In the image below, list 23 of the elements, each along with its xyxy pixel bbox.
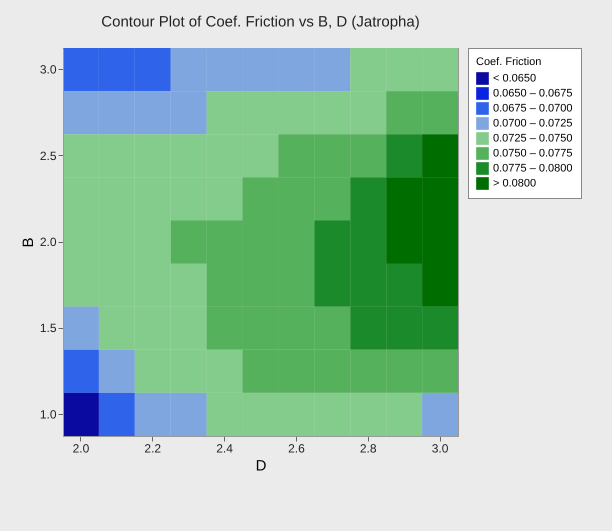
y-tick-label: 1.5 [40,321,57,336]
x-tick-label: 2.2 [144,442,162,456]
color-bar-label: 0.0750 – 0.0775 [493,148,573,160]
color-bar-label: > 0.0800 [493,178,536,190]
color-bar-label: 0.0675 – 0.0700 [493,102,573,114]
color-bar-label: 0.0725 – 0.0750 [493,132,573,144]
color-bar-label: 0.0775 – 0.0800 [493,162,573,174]
color-bar-label: 0.0650 – 0.0675 [493,88,573,100]
chart-title: Contour Plot of Coef. Friction vs B, D (Jatropha) [101,14,420,30]
y-tick-label: 2.5 [40,148,57,163]
x-tick-label: 2.4 [216,442,234,456]
x-tick-label: 2.8 [360,442,377,456]
x-tick-label: 2.0 [72,442,90,456]
color-bar-label: 0.0700 – 0.0725 [493,118,573,130]
x-axis-title: D [256,458,267,474]
y-tick-label: 3.0 [40,62,57,77]
color-bar-label: < 0.0650 [493,72,536,84]
y-axis-title: B [20,237,37,248]
x-tick-label: 3.0 [432,442,449,456]
legend-title: Coef. Friction [476,56,542,68]
y-tick-label: 1.0 [40,407,57,422]
y-tick-label: 2.0 [40,235,57,249]
x-tick-label: 2.6 [288,442,306,456]
